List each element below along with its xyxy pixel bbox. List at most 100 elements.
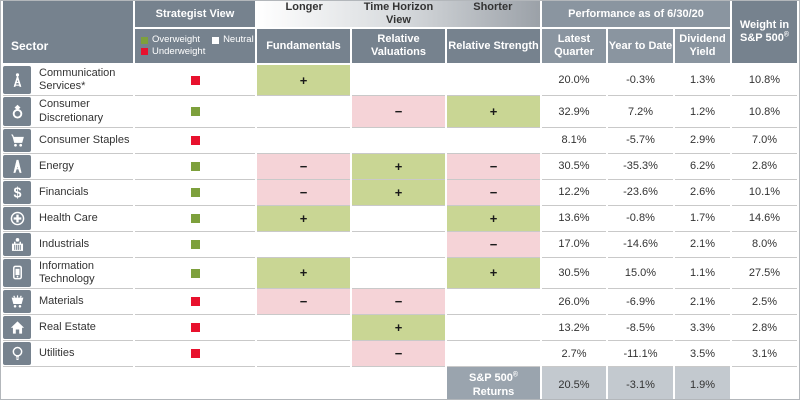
sector-cell: Energy [3, 153, 133, 180]
fundamentals-cell: − [257, 179, 350, 206]
relative-strength-cell: − [447, 153, 540, 180]
view-square-icon [190, 349, 200, 359]
sector-name: Consumer Staples [39, 133, 130, 146]
performance-header: Performance as of 6/30/20 [542, 1, 730, 29]
view-square-icon [190, 297, 200, 307]
relative-strength-cell [447, 315, 540, 342]
year-to-date-cell: -6.9% [608, 289, 673, 316]
view-square-icon [190, 239, 200, 249]
strategist-view-cell [135, 341, 255, 368]
latest-quarter-cell: 13.2% [542, 315, 606, 342]
table-row: Utilities − 2.7% -11.1% 3.5% 3.1% [3, 341, 797, 368]
weight-cell: 10.1% [732, 179, 797, 206]
weight-cell: 10.8% [732, 96, 797, 128]
latest-quarter-cell: 12.2% [542, 179, 606, 206]
dividend-yield-cell: 1.3% [675, 65, 730, 97]
table-row: Consumer Discretionary − + 32.9% 7.2% 1.… [3, 96, 797, 128]
dividend-yield-cell: 2.6% [675, 179, 730, 206]
relative-strength-cell: + [447, 257, 540, 290]
year-to-date-cell: -23.6% [608, 179, 673, 206]
relative-valuations-cell: − [352, 96, 445, 128]
strategist-view-header: Strategist View [135, 1, 255, 29]
medical-cross-icon [3, 206, 31, 230]
latest-quarter-cell: 32.9% [542, 96, 606, 128]
table-row: Information Technology + + 30.5% 15.0% 1… [3, 257, 797, 290]
weight-cell: 2.5% [732, 289, 797, 316]
relative-valuations-cell: − [352, 289, 445, 316]
weight-cell: 14.6% [732, 205, 797, 232]
table-row: Consumer Staples 8.1% -5.7% 2.9% 7.0% [3, 127, 797, 154]
fundamentals-header: Fundamentals [257, 29, 350, 65]
sector-name: Utilities [39, 347, 75, 360]
fundamentals-cell [257, 341, 350, 368]
sector-cell: Consumer Staples [3, 127, 133, 154]
time-horizon-longer-label: Longer [285, 1, 323, 14]
relative-valuations-cell [352, 257, 445, 290]
sector-rows: Communication Services* + 20.0% -0.3% 1.… [3, 65, 797, 368]
fundamentals-cell [257, 96, 350, 128]
relative-strength-header: Relative Strength [447, 29, 540, 65]
sp500-year-to-date-value: -3.1% [608, 367, 673, 399]
sector-name: Information Technology [39, 259, 95, 285]
house-icon [3, 316, 31, 340]
sector-name: Financials [39, 185, 89, 198]
sector-name: Materials [39, 295, 84, 308]
sector-name: Communication Services* [39, 67, 116, 93]
strategist-view-cell [135, 179, 255, 206]
mining-cart-icon [3, 290, 31, 314]
strategist-view-cell [135, 96, 255, 128]
dividend-yield-cell: 6.2% [675, 153, 730, 180]
strategist-view-cell [135, 205, 255, 232]
smartphone-icon [3, 258, 31, 288]
strategist-view-cell [135, 153, 255, 180]
relative-strength-cell [447, 341, 540, 368]
dividend-yield-cell: 2.1% [675, 289, 730, 316]
lightbulb-icon [3, 342, 31, 366]
year-to-date-cell: -11.1% [608, 341, 673, 368]
dividend-yield-cell: 3.5% [675, 341, 730, 368]
relative-strength-cell [447, 65, 540, 97]
dividend-yield-cell: 1.1% [675, 257, 730, 290]
table-row: Real Estate + 13.2% -8.5% 3.3% 2.8% [3, 315, 797, 342]
sector-cell: Information Technology [3, 257, 133, 290]
underweight-swatch-icon [141, 48, 148, 56]
relative-valuations-cell: − [352, 341, 445, 368]
time-horizon-band: Longer Time Horizon View Shorter [257, 1, 540, 29]
sector-cell: Industrials [3, 231, 133, 258]
sector-cell: Utilities [3, 341, 133, 368]
time-horizon-shorter-label: Shorter [473, 1, 513, 14]
table-row: Communication Services* + 20.0% -0.3% 1.… [3, 65, 797, 97]
year-to-date-cell: 15.0% [608, 257, 673, 290]
latest-quarter-cell: 17.0% [542, 231, 606, 258]
year-to-date-cell: -8.5% [608, 315, 673, 342]
strategist-view-cell [135, 315, 255, 342]
year-to-date-cell: -35.3% [608, 153, 673, 180]
footer-spacer-right [732, 367, 797, 399]
fundamentals-cell [257, 127, 350, 154]
weight-cell: 7.0% [732, 127, 797, 154]
relative-strength-cell: + [447, 96, 540, 128]
view-square-icon [190, 135, 200, 145]
fundamentals-cell: − [257, 153, 350, 180]
fundamentals-cell [257, 315, 350, 342]
relative-strength-cell: − [447, 231, 540, 258]
strategist-view-cell [135, 65, 255, 97]
dividend-yield-cell: 1.7% [675, 205, 730, 232]
relative-valuations-cell [352, 127, 445, 154]
ring-icon [3, 97, 31, 126]
view-square-icon [190, 213, 200, 223]
strategist-view-legend: Overweight Neutral Underweight [135, 29, 255, 65]
fundamentals-cell: + [257, 257, 350, 290]
sector-name: Industrials [39, 237, 90, 250]
dividend-yield-cell: 2.9% [675, 127, 730, 154]
dividend-yield-cell: 1.2% [675, 96, 730, 128]
view-square-icon [190, 161, 200, 171]
table-row: Industrials − 17.0% -14.6% 2.1% 8.0% [3, 231, 797, 258]
weight-cell: 3.1% [732, 341, 797, 368]
overweight-label: Overweight [152, 33, 201, 45]
view-square-icon [190, 187, 200, 197]
relative-valuations-cell [352, 65, 445, 97]
dividend-yield-cell: 2.1% [675, 231, 730, 258]
